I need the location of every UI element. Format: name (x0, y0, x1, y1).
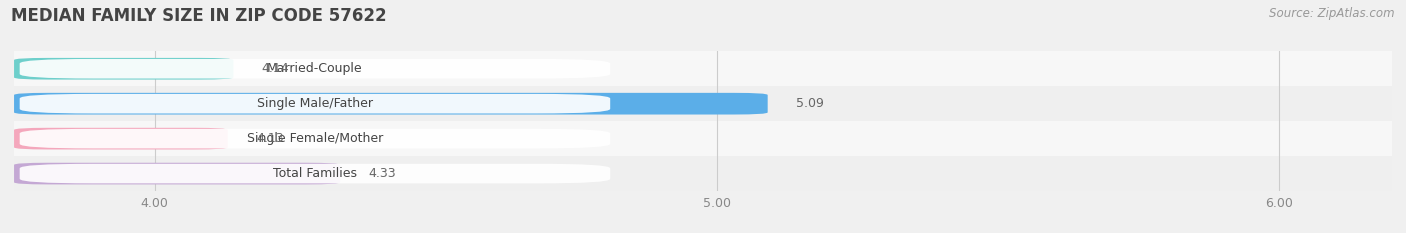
Bar (14, 51, 1392, 86)
FancyBboxPatch shape (14, 163, 340, 185)
FancyBboxPatch shape (20, 94, 610, 113)
Text: 5.09: 5.09 (796, 97, 824, 110)
Bar (14, 86, 1392, 121)
Text: Source: ZipAtlas.com: Source: ZipAtlas.com (1270, 7, 1395, 20)
FancyBboxPatch shape (14, 58, 233, 80)
Text: MEDIAN FAMILY SIZE IN ZIP CODE 57622: MEDIAN FAMILY SIZE IN ZIP CODE 57622 (11, 7, 387, 25)
FancyBboxPatch shape (20, 59, 610, 79)
Text: 4.14: 4.14 (262, 62, 290, 75)
Text: 4.33: 4.33 (368, 167, 396, 180)
FancyBboxPatch shape (14, 128, 228, 150)
Text: Single Male/Father: Single Male/Father (257, 97, 373, 110)
FancyBboxPatch shape (20, 129, 610, 148)
FancyBboxPatch shape (14, 93, 768, 115)
Bar (14, 121, 1392, 156)
FancyBboxPatch shape (20, 164, 610, 183)
Bar (14, 156, 1392, 191)
Text: Married-Couple: Married-Couple (267, 62, 363, 75)
Text: 4.13: 4.13 (256, 132, 284, 145)
Text: Total Families: Total Families (273, 167, 357, 180)
Text: Single Female/Mother: Single Female/Mother (247, 132, 382, 145)
